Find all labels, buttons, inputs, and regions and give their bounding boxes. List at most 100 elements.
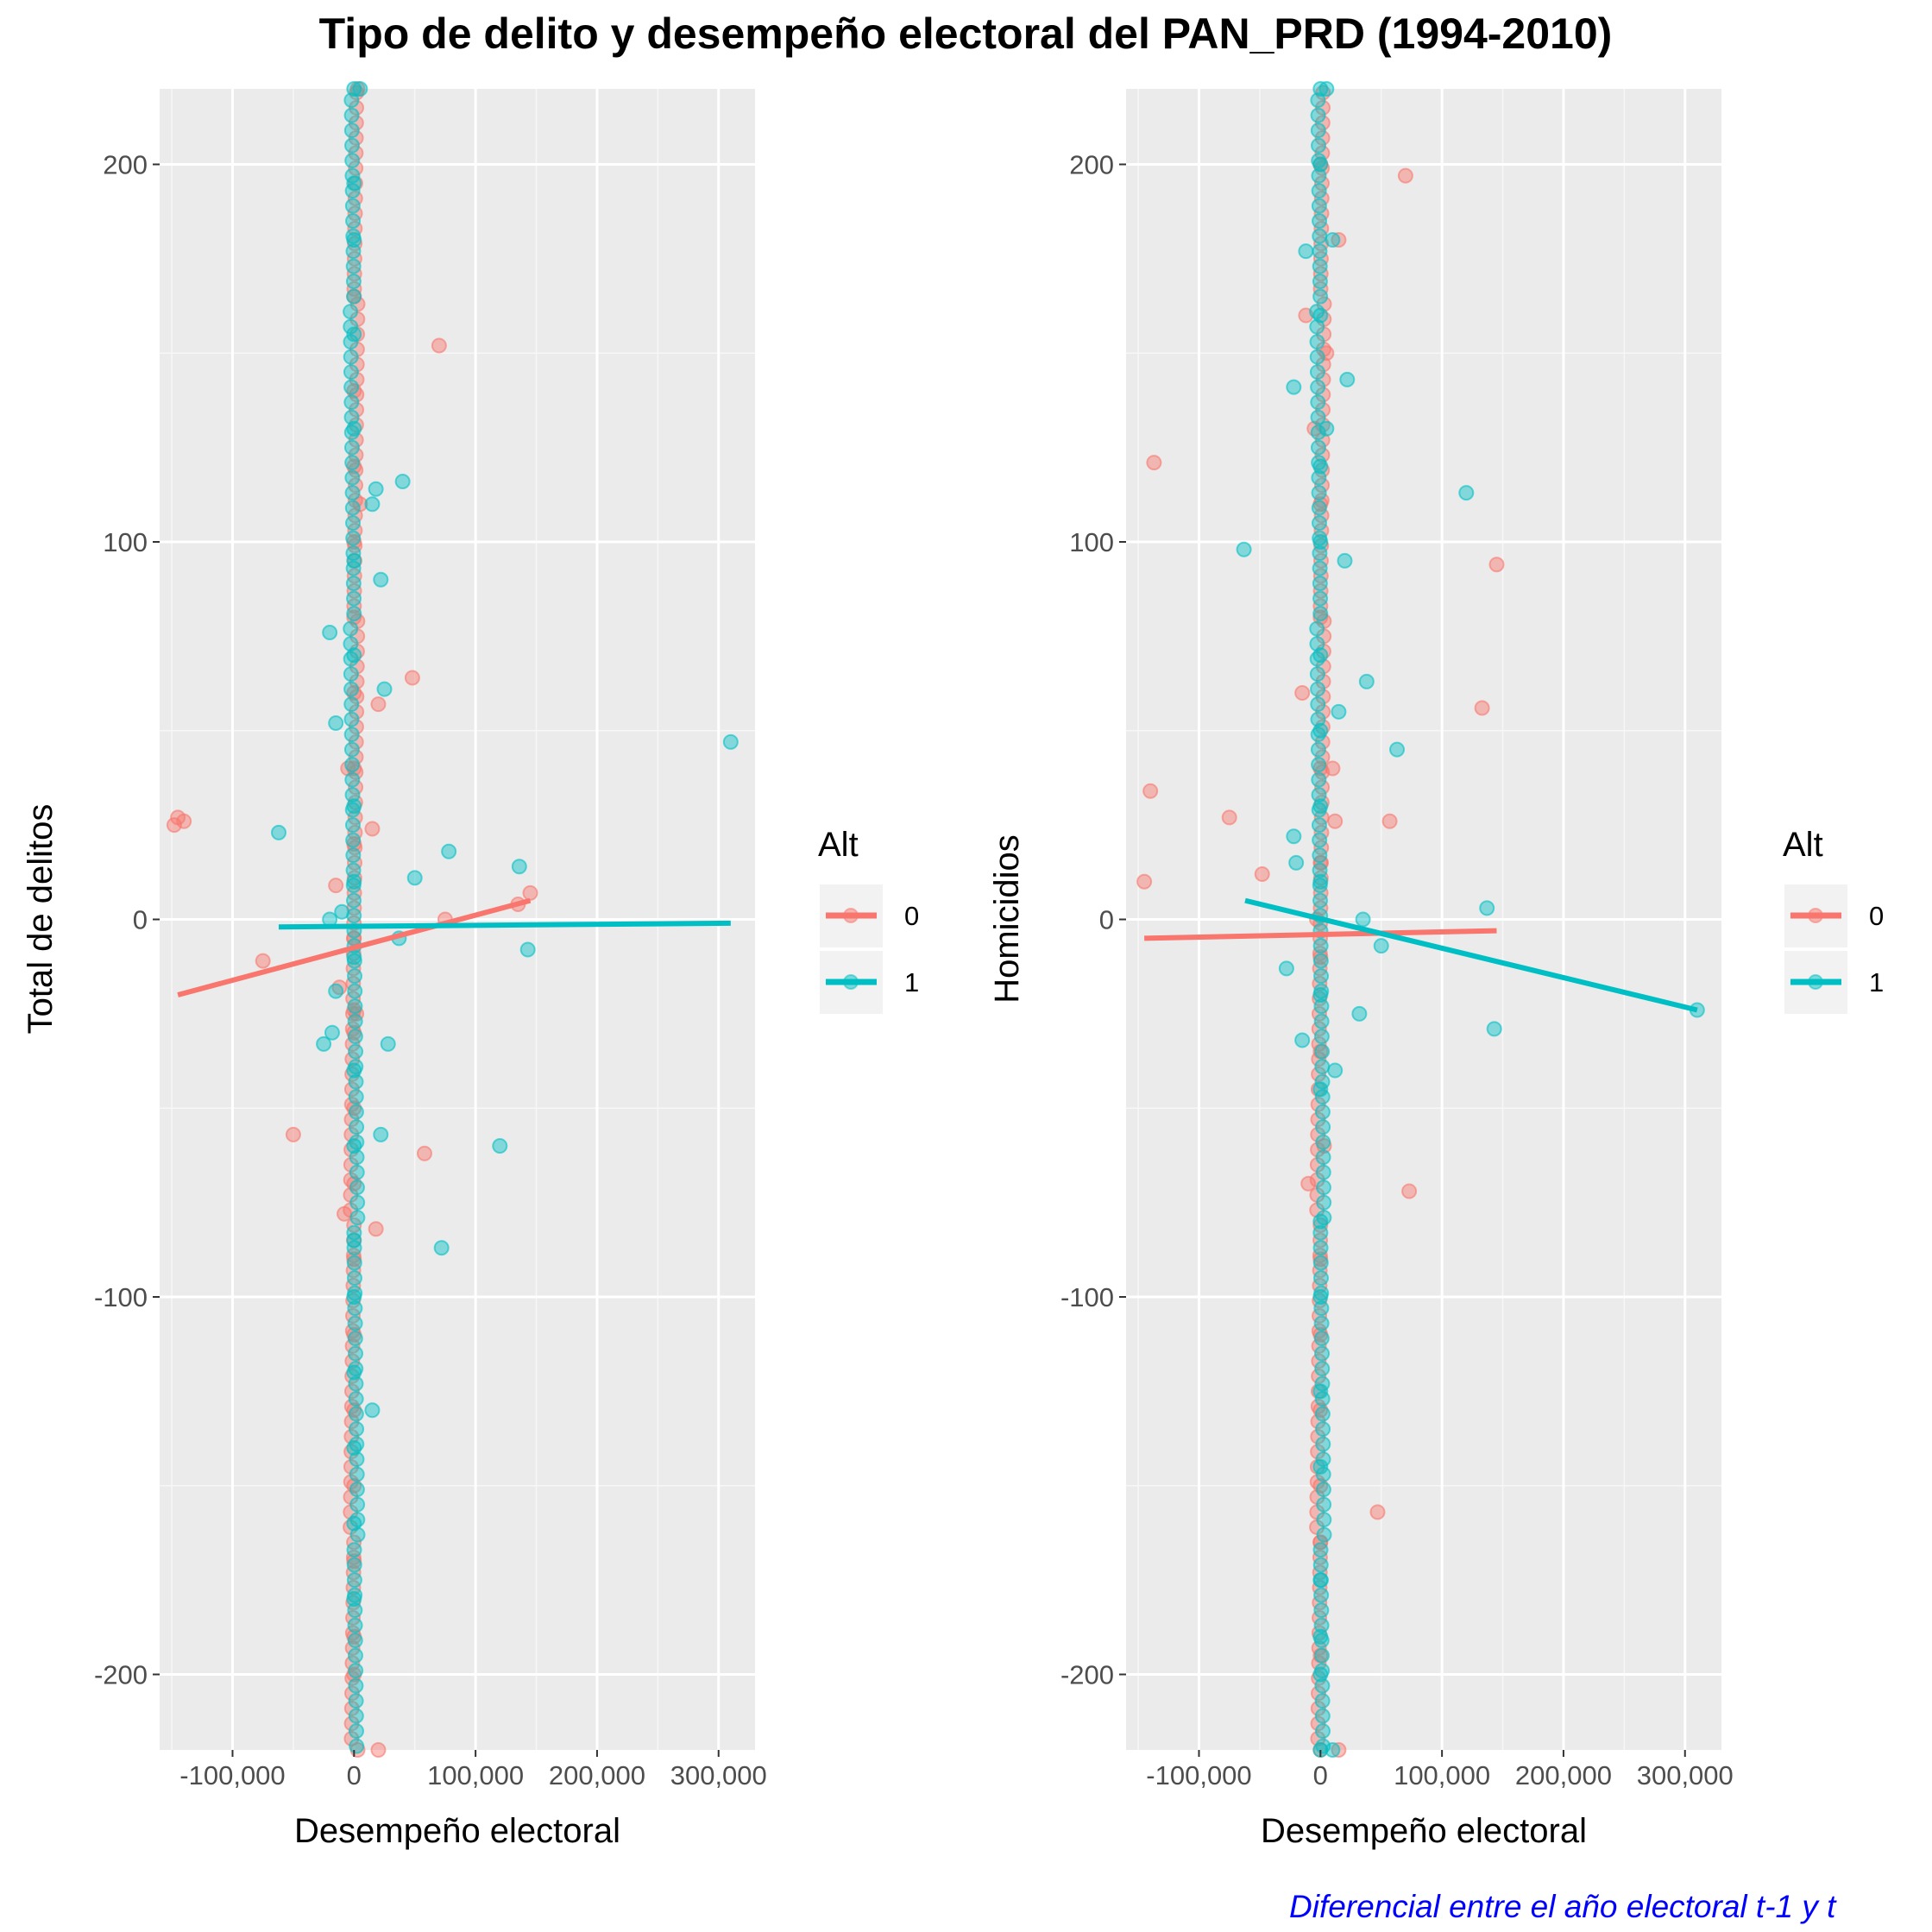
data-point-series-1 xyxy=(1312,288,1329,305)
data-point-series-0 xyxy=(1381,813,1398,829)
data-point-series-1 xyxy=(1286,379,1302,395)
data-point-series-1 xyxy=(1486,1021,1502,1037)
data-point-series-0 xyxy=(348,733,364,750)
data-point-series-1 xyxy=(1315,1723,1331,1740)
data-point-series-1 xyxy=(1312,560,1328,576)
data-point-series-1 xyxy=(1314,1059,1331,1075)
data-point-series-0 xyxy=(1310,1715,1326,1732)
data-point-series-1 xyxy=(346,908,362,924)
x-tick-label: 300,000 xyxy=(670,1760,767,1790)
data-point-series-1 xyxy=(1286,828,1302,845)
legend-title: Alt xyxy=(818,826,859,864)
data-point-series-1 xyxy=(343,364,359,381)
data-point-series-1 xyxy=(1312,515,1328,532)
data-point-series-1 xyxy=(343,620,359,637)
data-point-series-1 xyxy=(346,1240,362,1256)
y-tick-label: 200 xyxy=(103,150,148,180)
data-point-series-0 xyxy=(343,1700,360,1716)
data-point-series-1 xyxy=(441,843,457,859)
data-point-series-1 xyxy=(1316,1210,1332,1226)
data-point-series-1 xyxy=(346,590,362,607)
legend-label-0: 0 xyxy=(904,901,919,931)
data-point-series-1 xyxy=(348,1345,364,1362)
data-point-series-0 xyxy=(1314,431,1331,448)
data-point-series-1 xyxy=(344,198,361,214)
data-point-series-1 xyxy=(1311,455,1327,471)
data-point-series-1 xyxy=(1458,485,1475,501)
caption: Diferencial entre el año electoral t-1 y… xyxy=(1289,1889,1837,1924)
data-point-series-1 xyxy=(348,1677,364,1694)
data-point-series-1 xyxy=(344,455,361,471)
data-point-series-1 xyxy=(343,123,360,139)
data-point-series-1 xyxy=(1311,757,1327,773)
data-point-series-1 xyxy=(345,515,362,532)
data-point-series-0 xyxy=(364,821,381,837)
data-point-series-1 xyxy=(1314,1345,1331,1362)
data-point-series-1 xyxy=(1310,711,1326,727)
y-tick-label: -100 xyxy=(1060,1282,1114,1312)
data-point-series-1 xyxy=(343,107,360,123)
data-point-series-1 xyxy=(271,824,286,840)
data-point-series-0 xyxy=(1488,557,1505,573)
x-axis-ticks: -100,000 0 100,000 200,000 300,000 xyxy=(1146,1750,1734,1790)
data-point-series-1 xyxy=(1312,1255,1329,1271)
x-tick-label: -100,000 xyxy=(179,1760,285,1790)
data-point-series-1 xyxy=(347,968,363,985)
data-point-series-1 xyxy=(1313,1633,1330,1649)
data-point-series-1 xyxy=(349,1451,365,1468)
data-point-series-1 xyxy=(348,1104,364,1120)
data-point-series-1 xyxy=(373,1126,389,1142)
data-point-series-1 xyxy=(1311,469,1327,486)
data-point-series-1 xyxy=(1309,349,1325,365)
data-point-series-1 xyxy=(1312,832,1328,848)
data-point-series-1 xyxy=(1316,1496,1332,1513)
data-point-series-0 xyxy=(1474,700,1490,716)
data-point-series-0 xyxy=(343,1383,360,1400)
data-point-series-0 xyxy=(1311,1051,1327,1067)
data-point-series-1 xyxy=(348,1059,364,1075)
data-point-series-1 xyxy=(349,1210,366,1226)
data-point-series-1 xyxy=(1313,1300,1330,1317)
data-point-series-0 xyxy=(1311,1685,1327,1702)
data-point-series-1 xyxy=(1312,243,1328,260)
data-point-series-1 xyxy=(343,741,360,758)
data-point-series-1 xyxy=(348,1375,364,1392)
data-point-series-1 xyxy=(511,859,527,875)
data-point-series-0 xyxy=(348,462,364,478)
data-point-series-1 xyxy=(1310,107,1326,123)
data-point-series-1 xyxy=(1312,878,1328,894)
data-point-series-0 xyxy=(348,145,364,161)
data-point-series-1 xyxy=(1310,741,1326,758)
data-point-series-1 xyxy=(1312,545,1328,562)
trend-lines xyxy=(177,897,731,997)
data-point-series-1 xyxy=(1312,938,1329,954)
data-point-series-1 xyxy=(347,1587,363,1603)
trend-line-series-1 xyxy=(278,920,731,930)
data-point-series-1 xyxy=(1309,651,1325,667)
data-point-series-1 xyxy=(1311,817,1327,834)
data-point-series-1 xyxy=(1313,1013,1330,1029)
data-point-series-1 xyxy=(1314,1708,1331,1724)
data-point-series-0 xyxy=(1315,99,1331,116)
y-tick-label: 0 xyxy=(133,905,148,935)
data-point-series-0 xyxy=(1142,783,1159,799)
data-point-series-0 xyxy=(1294,685,1311,701)
data-point-series-1 xyxy=(346,1557,362,1573)
data-point-series-1 xyxy=(345,560,362,576)
data-point-series-1 xyxy=(1311,485,1327,501)
data-point-series-0 xyxy=(1311,1368,1327,1384)
data-point-series-1 xyxy=(1318,420,1335,437)
data-point-series-1 xyxy=(349,1119,365,1136)
data-point-series-1 xyxy=(1337,552,1353,569)
data-point-series-1 xyxy=(1309,304,1325,320)
data-point-series-1 xyxy=(1310,123,1326,139)
panel-homicidios: -200 -100 0 100 200 -100,000 0 100,000 200,000 3… xyxy=(988,81,1884,1850)
data-point-series-1 xyxy=(1315,1134,1331,1150)
data-point-series-1 xyxy=(1312,213,1328,230)
data-point-series-0 xyxy=(348,115,364,131)
data-point-series-1 xyxy=(1312,892,1328,909)
trend-lines xyxy=(1144,897,1698,1013)
data-point-series-1 xyxy=(347,1300,363,1317)
data-point-series-0 xyxy=(348,129,364,146)
